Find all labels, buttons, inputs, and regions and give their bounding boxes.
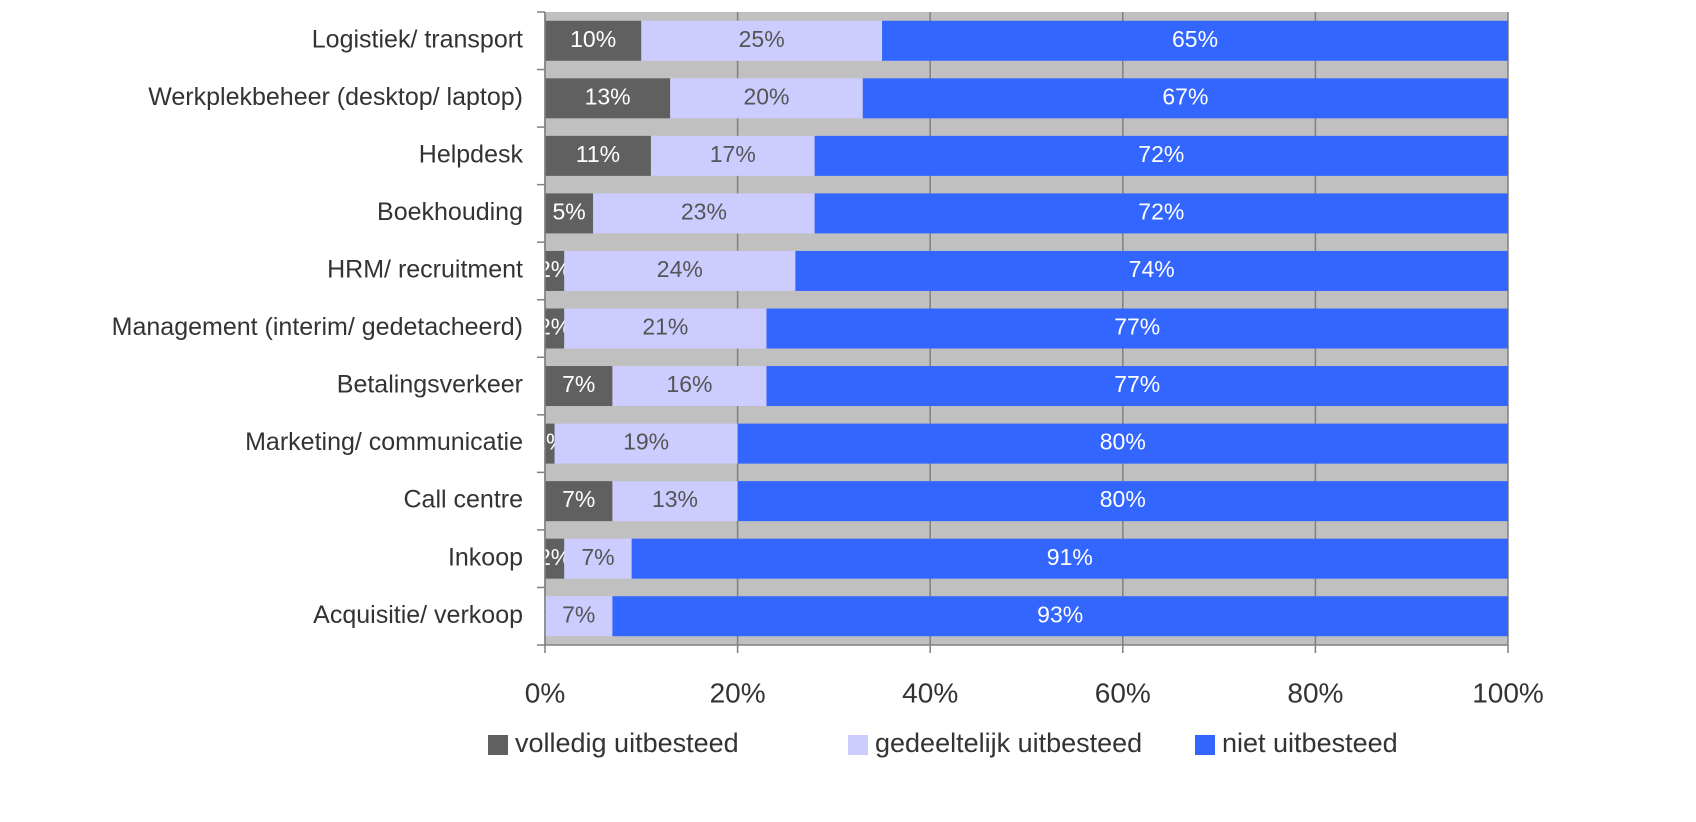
bar-segment bbox=[554, 423, 738, 464]
value-label: 11% bbox=[576, 141, 620, 167]
bar-segment bbox=[737, 481, 1508, 522]
bar-segment bbox=[545, 538, 565, 579]
bar-segment bbox=[545, 250, 565, 291]
value-label: 16% bbox=[666, 371, 712, 397]
value-label: 17% bbox=[710, 141, 756, 167]
value-label: 21% bbox=[642, 314, 688, 340]
bar-segment bbox=[545, 481, 613, 522]
value-label: 7% bbox=[581, 544, 614, 570]
bar-segment bbox=[766, 308, 1508, 349]
bar-segment bbox=[814, 135, 1508, 176]
x-tick-label: 60% bbox=[1095, 677, 1151, 708]
category-label: Management (interim/ gedetacheerd) bbox=[112, 313, 523, 341]
legend-label: gedeeltelijk uitbesteed bbox=[875, 728, 1142, 758]
category-label: Inkoop bbox=[448, 543, 523, 571]
value-label: 25% bbox=[739, 26, 785, 52]
value-label: 5% bbox=[552, 198, 585, 224]
bar-segment bbox=[593, 193, 815, 234]
value-label: 91% bbox=[1047, 544, 1093, 570]
value-label: 74% bbox=[1129, 256, 1175, 282]
bar-segment bbox=[650, 135, 815, 176]
bar-segment bbox=[612, 481, 738, 522]
value-label: 24% bbox=[657, 256, 703, 282]
value-label: 13% bbox=[652, 486, 698, 512]
category-label: Logistiek/ transport bbox=[312, 25, 523, 53]
bar-segment bbox=[631, 538, 1508, 579]
legend-swatch bbox=[488, 735, 508, 755]
bar-segment bbox=[612, 596, 1508, 637]
category-label: Betalingsverkeer bbox=[337, 371, 523, 399]
bar-segment bbox=[545, 78, 671, 119]
category-label: Call centre bbox=[404, 486, 524, 514]
bar-segment bbox=[545, 366, 613, 407]
x-tick-label: 100% bbox=[1472, 677, 1544, 708]
value-label: 23% bbox=[681, 198, 727, 224]
category-label: Helpdesk bbox=[419, 140, 524, 168]
x-tick-label: 20% bbox=[710, 677, 766, 708]
x-tick-label: 40% bbox=[902, 677, 958, 708]
category-label: Marketing/ communicatie bbox=[245, 428, 523, 456]
bar-segment bbox=[564, 538, 632, 579]
bar-segment bbox=[670, 78, 863, 119]
value-label: 10% bbox=[570, 26, 616, 52]
x-tick-label: 0% bbox=[525, 677, 565, 708]
value-label: 77% bbox=[1114, 314, 1160, 340]
bar-segment bbox=[882, 20, 1508, 61]
category-label: HRM/ recruitment bbox=[327, 256, 523, 284]
legend-label: niet uitbesteed bbox=[1222, 728, 1398, 758]
bar-segment bbox=[862, 78, 1508, 119]
bar-segment bbox=[612, 366, 767, 407]
bar-segment bbox=[795, 250, 1508, 291]
bar-segment bbox=[545, 423, 555, 464]
value-label: 77% bbox=[1114, 371, 1160, 397]
bar-segment bbox=[737, 423, 1508, 464]
bar-segment bbox=[766, 366, 1508, 407]
value-label: 13% bbox=[585, 83, 631, 109]
value-label: 65% bbox=[1172, 26, 1218, 52]
legend-swatch bbox=[1195, 735, 1215, 755]
value-label: 67% bbox=[1162, 83, 1208, 109]
value-label: 20% bbox=[743, 83, 789, 109]
x-tick-label: 80% bbox=[1287, 677, 1343, 708]
bar-segment bbox=[814, 193, 1508, 234]
category-label: Acquisitie/ verkoop bbox=[313, 601, 523, 629]
value-label: 7% bbox=[562, 601, 595, 627]
bar-segment bbox=[641, 20, 883, 61]
value-label: 7% bbox=[562, 371, 595, 397]
bar-segment bbox=[564, 308, 767, 349]
bar-segment bbox=[545, 596, 613, 637]
bar-segment bbox=[564, 250, 796, 291]
bar-segment bbox=[545, 20, 642, 61]
bar-segment bbox=[545, 135, 651, 176]
value-label: 7% bbox=[562, 486, 595, 512]
value-label: 80% bbox=[1100, 486, 1146, 512]
value-label: 80% bbox=[1100, 429, 1146, 455]
value-label: 72% bbox=[1138, 141, 1184, 167]
value-label: 19% bbox=[623, 429, 669, 455]
legend-swatch bbox=[848, 735, 868, 755]
value-label: 72% bbox=[1138, 198, 1184, 224]
value-label: 93% bbox=[1037, 601, 1083, 627]
legend-label: volledig uitbesteed bbox=[515, 728, 739, 758]
bar-segment bbox=[545, 193, 594, 234]
bar-segment bbox=[545, 308, 565, 349]
category-label: Boekhouding bbox=[377, 198, 523, 226]
category-label: Werkplekbeheer (desktop/ laptop) bbox=[148, 83, 523, 111]
